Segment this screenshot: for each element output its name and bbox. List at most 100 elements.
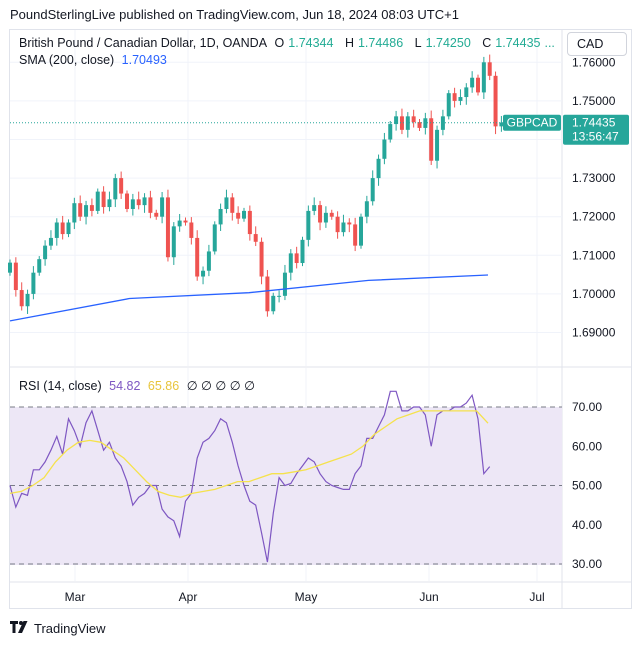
candle-body — [271, 295, 276, 312]
candle-body — [136, 199, 141, 206]
candle-body — [13, 262, 18, 291]
candle-body — [84, 205, 89, 217]
candle-body — [347, 222, 352, 225]
high-label: H — [344, 36, 354, 50]
price-tick-label: 1.72000 — [572, 210, 616, 224]
candle-body — [452, 93, 457, 101]
candle-body — [446, 93, 451, 117]
rsi-label: RSI (14, close) — [19, 379, 102, 393]
candle-body — [183, 220, 188, 223]
candle-body — [353, 224, 358, 246]
candle-body — [189, 222, 194, 238]
candle-body — [95, 191, 100, 211]
candle-body — [253, 234, 258, 242]
sma-line — [9, 274, 489, 322]
candle-body — [66, 222, 71, 235]
candle-body — [376, 158, 381, 179]
symbol-title: British Pound / Canadian Dollar, 1D, OAN… — [19, 36, 268, 50]
current-price-text: 1.74435 — [572, 116, 616, 130]
time-tick-label: Mar — [65, 590, 86, 604]
candle-body — [341, 222, 346, 233]
open-value: 1.74344 — [288, 36, 334, 50]
candle-body — [119, 178, 124, 194]
candle-body — [388, 124, 393, 140]
candle-body — [294, 253, 299, 264]
candle-body — [458, 97, 463, 101]
candle-body — [470, 77, 475, 88]
candle-body — [405, 116, 410, 130]
candle-body — [165, 197, 170, 258]
rsi-tick-label: 50.00 — [572, 479, 602, 493]
rsi-tick-label: 60.00 — [572, 439, 602, 453]
candle-body — [411, 116, 416, 123]
candle-body — [230, 197, 235, 213]
candle-body — [54, 222, 59, 238]
time-tick-label: Jul — [529, 590, 544, 604]
legend-more: ... — [544, 36, 555, 50]
candle-body — [323, 212, 328, 223]
candle-body — [148, 197, 153, 213]
time-tick-label: Apr — [179, 590, 198, 604]
candle-body — [19, 290, 24, 307]
candle-body — [359, 216, 363, 246]
candle-body — [101, 191, 106, 208]
candle-body — [224, 197, 229, 209]
candle-body — [37, 259, 42, 273]
price-tick-label: 1.71000 — [572, 248, 616, 262]
rsi-extra-values: ∅ ∅ ∅ ∅ ∅ — [186, 379, 256, 393]
candle-body — [329, 212, 334, 217]
candle-body — [154, 212, 159, 217]
candle-body — [312, 205, 317, 211]
candle-body — [48, 237, 53, 246]
candle-body — [265, 276, 270, 312]
candle-body — [499, 122, 504, 127]
candle-body — [177, 220, 182, 227]
candle-body — [8, 262, 12, 273]
price-tick-label: 1.70000 — [572, 287, 616, 301]
rsi-line — [9, 390, 491, 563]
currency-selector[interactable]: CAD — [567, 32, 627, 56]
sma-value: 1.70493 — [121, 53, 167, 67]
candle-body — [212, 224, 217, 252]
rsi-legend: RSI (14, close) 54.82 65.86 ∅ ∅ ∅ ∅ ∅ — [19, 378, 259, 393]
candle-body — [142, 197, 147, 206]
candle-body — [107, 199, 112, 208]
candle-body — [72, 203, 77, 223]
candle-body — [195, 237, 200, 277]
candle-body — [160, 197, 165, 217]
candle-body — [435, 129, 440, 161]
close-label: C — [482, 36, 492, 50]
sma-legend: SMA (200, close) 1.70493 — [19, 53, 171, 67]
low-label: L — [414, 36, 422, 50]
rsi-ma-value: 65.86 — [147, 379, 180, 393]
candle-body — [335, 216, 340, 233]
price-tick-label: 1.73000 — [572, 171, 616, 185]
current-price-label — [563, 114, 629, 145]
candle-body — [201, 270, 206, 277]
candles-group — [8, 54, 504, 317]
candle-body — [481, 62, 486, 93]
candle-body — [382, 139, 387, 159]
rsi-tick-label: 30.00 — [572, 557, 602, 571]
candle-body — [60, 222, 65, 235]
open-label: O — [274, 36, 285, 50]
candle-body — [429, 118, 434, 161]
chart-frame — [9, 29, 632, 609]
low-value: 1.74250 — [425, 36, 471, 50]
tradingview-logo[interactable]: TradingView — [10, 620, 106, 636]
candle-body — [476, 77, 480, 93]
rsi-ma-line — [9, 410, 489, 498]
candle-body — [242, 210, 246, 219]
candle-body — [247, 210, 252, 235]
candle-body — [318, 205, 323, 223]
rsi-tick-label: 40.00 — [572, 518, 602, 532]
price-tick-label: 1.76000 — [572, 55, 616, 69]
candle-body — [89, 205, 94, 211]
candle-body — [394, 116, 399, 125]
tradingview-wordmark: TradingView — [34, 620, 106, 636]
candle-body — [25, 293, 30, 307]
candle-body — [130, 199, 135, 209]
candle-body — [31, 272, 36, 294]
candle-body — [288, 253, 293, 273]
